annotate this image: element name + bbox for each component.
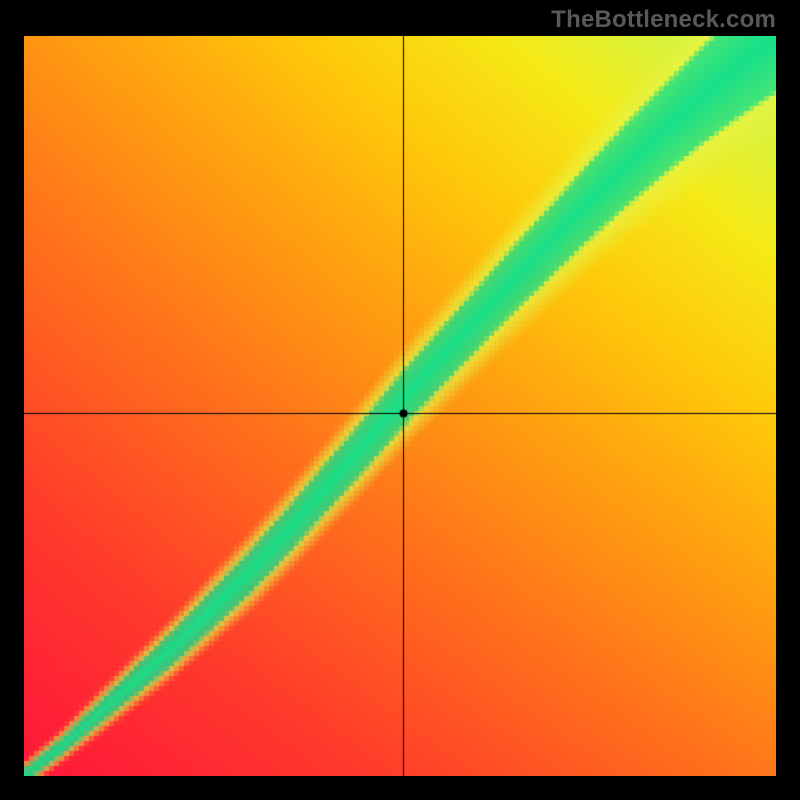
heatmap-canvas: [24, 36, 776, 776]
watermark-text: TheBottleneck.com: [551, 6, 776, 34]
chart-frame: TheBottleneck.com: [0, 0, 800, 800]
